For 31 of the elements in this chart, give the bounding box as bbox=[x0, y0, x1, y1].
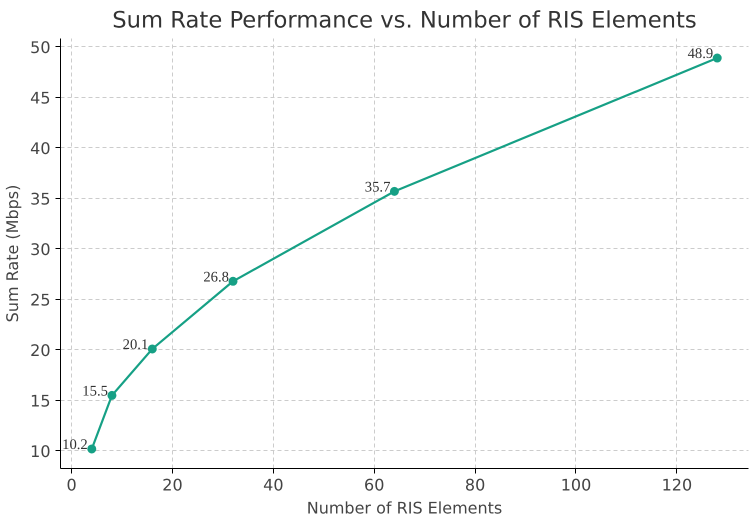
x-tick-label: 20 bbox=[162, 476, 183, 494]
y-tick-label: 10 bbox=[30, 442, 50, 461]
point bbox=[107, 390, 116, 400]
x-tick-label: 120 bbox=[662, 476, 692, 494]
point bbox=[228, 276, 238, 286]
y-tick-label: 25 bbox=[30, 290, 50, 310]
x-tick-label: 100 bbox=[560, 476, 592, 494]
point bbox=[148, 344, 157, 354]
point bbox=[390, 186, 399, 196]
y-tick-label: 45 bbox=[30, 88, 50, 108]
data-label: 20.1 bbox=[122, 336, 148, 353]
data-label: 15.5 bbox=[82, 383, 108, 400]
x-tick-label: 0 bbox=[66, 476, 77, 494]
y-axis-title: Sum Rate (Mbps) bbox=[3, 184, 22, 322]
point bbox=[712, 54, 722, 63]
y-tick-label: 15 bbox=[30, 391, 50, 410]
y-tick-label: 30 bbox=[30, 240, 50, 259]
data-label: 48.9 bbox=[688, 46, 714, 62]
y-tick-label: 35 bbox=[30, 189, 50, 208]
y-tick-label: 40 bbox=[30, 138, 50, 158]
x-axis-title: Number of RIS Elements bbox=[306, 498, 502, 518]
y-tick-label: 50 bbox=[30, 38, 50, 57]
point bbox=[87, 444, 96, 454]
y-tick-label: 20 bbox=[30, 340, 50, 360]
data-label: 10.2 bbox=[62, 436, 88, 453]
x-tick-label: 60 bbox=[364, 476, 384, 494]
data-label: 26.8 bbox=[203, 269, 230, 286]
chart-title: Sum Rate Performance vs. Number of RIS Elements bbox=[112, 8, 697, 34]
x-tick-label: 40 bbox=[263, 476, 284, 494]
data-label: 35.7 bbox=[364, 179, 390, 196]
x-tick-label: 80 bbox=[464, 476, 486, 494]
